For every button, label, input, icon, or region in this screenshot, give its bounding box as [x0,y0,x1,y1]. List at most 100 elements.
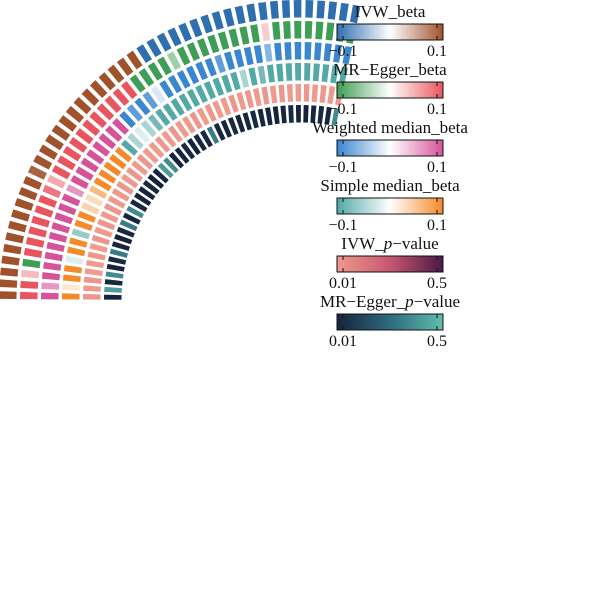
heatmap-cell [83,285,102,292]
heatmap-cell [147,173,165,189]
legend-4: Simple median_beta −0.1 0.1 [320,176,460,234]
ring-track-2 [20,20,357,300]
heatmap-cell [65,255,84,265]
heatmap-cell [81,202,100,215]
heatmap-cell [112,118,130,135]
heatmap-cell [38,144,58,160]
legend-colorbar [336,255,444,273]
heatmap-cell [46,174,66,189]
heatmap-cell [212,77,225,96]
heatmap-cell [250,24,260,43]
heatmap-cell [327,86,336,105]
heatmap-cell [217,31,230,51]
heatmap-cell [105,125,123,142]
heatmap-cell [315,21,324,40]
heatmap-cell [174,120,190,138]
heatmap-cell [116,57,134,76]
heatmap-cell [167,27,182,47]
heatmap-cell [150,85,166,104]
heatmap-cell [156,32,172,52]
heatmap-cell [104,95,122,114]
heatmap-cell [327,1,338,20]
heatmap-cell [269,0,279,19]
heatmap-cell [276,63,284,82]
heatmap-cell [71,228,90,240]
heatmap-cell [5,232,24,244]
heatmap-cell [23,176,43,190]
legend-title: MR−Egger_beta [333,60,447,79]
legend-max-label: 0.5 [427,333,447,350]
heatmap-cell [83,276,102,284]
heatmap-cell [269,85,278,104]
heatmap-cell [20,280,39,289]
heatmap-cell [70,175,89,190]
heatmap-cell [103,161,122,177]
heatmap-cell [104,294,122,300]
heatmap-cell [136,44,153,64]
heatmap-cell [323,43,332,62]
heatmap-cell [196,107,210,126]
heatmap-cell [186,88,201,108]
legend-max-label: 0.1 [427,101,447,118]
heatmap-cell [284,42,292,60]
legend-title: Simple median_beta [320,176,460,195]
heatmap-cell [230,71,241,91]
heatmap-cell [167,74,183,94]
heatmap-cell [274,42,283,61]
ring-track-6 [104,104,340,300]
heatmap-cell [244,89,254,109]
heatmap-cell [285,63,293,81]
heatmap-cell [0,279,18,288]
heatmap-cell [248,67,258,86]
heatmap-cell [138,186,156,201]
heatmap-cell [63,265,83,274]
heatmap-cell [261,86,270,105]
heatmap-cell [303,84,310,102]
heatmap-cell [108,256,127,265]
heatmap-cell [223,8,235,27]
legend-colorbar [336,197,444,215]
heatmap-cell [338,66,348,86]
heatmap-cell [98,72,116,91]
heatmap-cell [86,149,105,165]
heatmap-cell [74,219,93,231]
heatmap-cell [61,193,81,207]
heatmap-cell [182,115,196,134]
heatmap-cell [116,180,134,195]
heatmap-cell [3,243,22,255]
heatmap-cell [96,103,115,121]
heatmap-cell [220,97,232,116]
legend-max-label: 0.1 [427,159,447,176]
heatmap-cell [51,164,71,180]
legend-colorbar [336,139,444,157]
legend-title: Weighted median_beta [312,118,468,137]
heatmap-cell [213,122,226,141]
heatmap-cell [54,212,74,225]
heatmap-cell [51,124,71,141]
heatmap-cell [111,188,130,202]
heatmap-cell [89,80,108,98]
heatmap-cell [112,88,130,106]
legend-title: IVW_beta [355,2,426,21]
heatmap-cell [33,154,53,170]
heatmap-cell [304,63,311,81]
heatmap-cell [126,205,144,219]
heatmap-cell [62,283,81,291]
heatmap-rings [0,0,361,300]
heatmap-cell [28,226,48,238]
heatmap-cell [62,146,82,162]
heatmap-cell [14,198,34,211]
heatmap-cell [195,84,208,104]
heatmap-cell [180,142,196,160]
heatmap-cell [93,177,112,192]
heatmap-cell [126,50,143,70]
heatmap-cell [203,80,216,100]
heatmap-cell [120,139,138,156]
heatmap-cell [82,119,101,137]
heatmap-cell [27,165,47,180]
heatmap-cell [304,21,313,39]
heatmap-cell [200,129,213,148]
heatmap-cell [84,193,104,207]
heatmap-cell [69,237,88,248]
heatmap-cell [166,51,182,71]
